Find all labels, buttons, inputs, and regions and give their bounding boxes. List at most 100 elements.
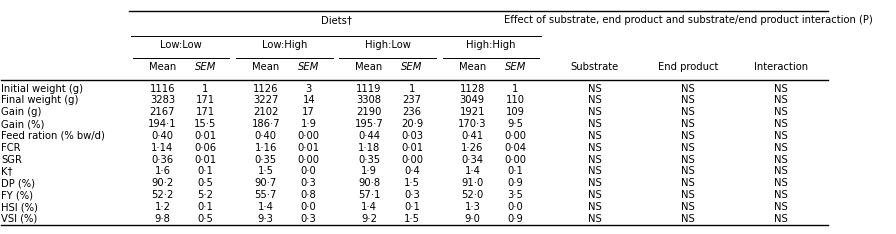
Text: High:Low: High:Low bbox=[365, 40, 410, 50]
Text: 52·0: 52·0 bbox=[461, 190, 484, 200]
Text: 0·04: 0·04 bbox=[504, 143, 526, 153]
Text: 0·5: 0·5 bbox=[197, 178, 213, 188]
Text: Mean: Mean bbox=[356, 62, 383, 72]
Text: 9·0: 9·0 bbox=[464, 214, 480, 224]
Text: NS: NS bbox=[588, 119, 602, 129]
Text: 0·00: 0·00 bbox=[297, 131, 320, 141]
Text: 109: 109 bbox=[505, 107, 525, 117]
Text: NS: NS bbox=[681, 155, 694, 165]
Text: 0·35: 0·35 bbox=[358, 155, 380, 165]
Text: SEM: SEM bbox=[298, 62, 319, 72]
Text: HSI (%): HSI (%) bbox=[2, 202, 39, 212]
Text: 9·5: 9·5 bbox=[507, 119, 523, 129]
Text: 0·01: 0·01 bbox=[401, 143, 423, 153]
Text: 1·4: 1·4 bbox=[258, 202, 273, 212]
Text: 0·5: 0·5 bbox=[197, 214, 213, 224]
Text: 90·7: 90·7 bbox=[254, 178, 277, 188]
Text: NS: NS bbox=[588, 166, 602, 176]
Text: 1·16: 1·16 bbox=[254, 143, 277, 153]
Text: NS: NS bbox=[774, 119, 788, 129]
Text: End product: End product bbox=[658, 62, 719, 72]
Text: NS: NS bbox=[774, 190, 788, 200]
Text: 0·40: 0·40 bbox=[151, 131, 174, 141]
Text: SEM: SEM bbox=[401, 62, 423, 72]
Text: 0·40: 0·40 bbox=[254, 131, 277, 141]
Text: 0·0: 0·0 bbox=[301, 202, 316, 212]
Text: 1921: 1921 bbox=[460, 107, 485, 117]
Text: NS: NS bbox=[681, 202, 694, 212]
Text: 0·9: 0·9 bbox=[507, 214, 523, 224]
Text: 2167: 2167 bbox=[150, 107, 176, 117]
Text: 9·3: 9·3 bbox=[258, 214, 273, 224]
Text: DP (%): DP (%) bbox=[2, 178, 35, 188]
Text: NS: NS bbox=[774, 131, 788, 141]
Text: 9·8: 9·8 bbox=[155, 214, 170, 224]
Text: 1·9: 1·9 bbox=[361, 166, 377, 176]
Text: 1·14: 1·14 bbox=[151, 143, 174, 153]
Text: Substrate: Substrate bbox=[571, 62, 619, 72]
Text: NS: NS bbox=[774, 202, 788, 212]
Text: 15·5: 15·5 bbox=[194, 119, 217, 129]
Text: 0·0: 0·0 bbox=[507, 202, 523, 212]
Text: 0·00: 0·00 bbox=[504, 155, 526, 165]
Text: 1·4: 1·4 bbox=[464, 166, 480, 176]
Text: 0·9: 0·9 bbox=[507, 178, 523, 188]
Text: NS: NS bbox=[681, 131, 694, 141]
Text: 1·2: 1·2 bbox=[154, 202, 170, 212]
Text: 0·01: 0·01 bbox=[194, 155, 217, 165]
Text: NS: NS bbox=[681, 190, 694, 200]
Text: 0·44: 0·44 bbox=[358, 131, 380, 141]
Text: 0·3: 0·3 bbox=[301, 214, 316, 224]
Text: 0·34: 0·34 bbox=[461, 155, 483, 165]
Text: 90·2: 90·2 bbox=[151, 178, 174, 188]
Text: 55·7: 55·7 bbox=[254, 190, 277, 200]
Text: 186·7: 186·7 bbox=[252, 119, 280, 129]
Text: 1119: 1119 bbox=[357, 84, 382, 94]
Text: NS: NS bbox=[588, 95, 602, 105]
Text: 1126: 1126 bbox=[253, 84, 279, 94]
Text: NS: NS bbox=[681, 119, 694, 129]
Text: Interaction: Interaction bbox=[754, 62, 808, 72]
Text: 0·01: 0·01 bbox=[194, 131, 217, 141]
Text: 1: 1 bbox=[513, 84, 519, 94]
Text: 3·5: 3·5 bbox=[507, 190, 523, 200]
Text: Final weight (g): Final weight (g) bbox=[2, 95, 79, 105]
Text: 170·3: 170·3 bbox=[458, 119, 487, 129]
Text: 0·3: 0·3 bbox=[404, 190, 420, 200]
Text: 1116: 1116 bbox=[150, 84, 176, 94]
Text: Low:Low: Low:Low bbox=[160, 40, 202, 50]
Text: 1·4: 1·4 bbox=[361, 202, 377, 212]
Text: NS: NS bbox=[774, 84, 788, 94]
Text: 194·1: 194·1 bbox=[148, 119, 177, 129]
Text: NS: NS bbox=[774, 214, 788, 224]
Text: 9·2: 9·2 bbox=[361, 214, 377, 224]
Text: NS: NS bbox=[774, 155, 788, 165]
Text: Gain (g): Gain (g) bbox=[2, 107, 42, 117]
Text: NS: NS bbox=[681, 107, 694, 117]
Text: FY (%): FY (%) bbox=[2, 190, 33, 200]
Text: NS: NS bbox=[774, 178, 788, 188]
Text: 14: 14 bbox=[303, 95, 315, 105]
Text: 0·35: 0·35 bbox=[254, 155, 277, 165]
Text: High:High: High:High bbox=[466, 40, 516, 50]
Text: 0·1: 0·1 bbox=[197, 166, 213, 176]
Text: 3049: 3049 bbox=[460, 95, 485, 105]
Text: 5·2: 5·2 bbox=[197, 190, 213, 200]
Text: 2102: 2102 bbox=[253, 107, 279, 117]
Text: FCR: FCR bbox=[2, 143, 21, 153]
Text: 1·5: 1·5 bbox=[258, 166, 274, 176]
Text: Feed ration (% bw/d): Feed ration (% bw/d) bbox=[2, 131, 105, 141]
Text: NS: NS bbox=[588, 84, 602, 94]
Text: NS: NS bbox=[588, 190, 602, 200]
Text: 1128: 1128 bbox=[460, 84, 485, 94]
Text: NS: NS bbox=[681, 166, 694, 176]
Text: 0·01: 0·01 bbox=[297, 143, 320, 153]
Text: NS: NS bbox=[588, 143, 602, 153]
Text: SEM: SEM bbox=[504, 62, 526, 72]
Text: 0·00: 0·00 bbox=[504, 131, 526, 141]
Text: 0·1: 0·1 bbox=[197, 202, 213, 212]
Text: NS: NS bbox=[774, 143, 788, 153]
Text: Effect of substrate, end product and substrate/end product interaction (P): Effect of substrate, end product and sub… bbox=[504, 15, 873, 25]
Text: NS: NS bbox=[681, 178, 694, 188]
Text: NS: NS bbox=[681, 214, 694, 224]
